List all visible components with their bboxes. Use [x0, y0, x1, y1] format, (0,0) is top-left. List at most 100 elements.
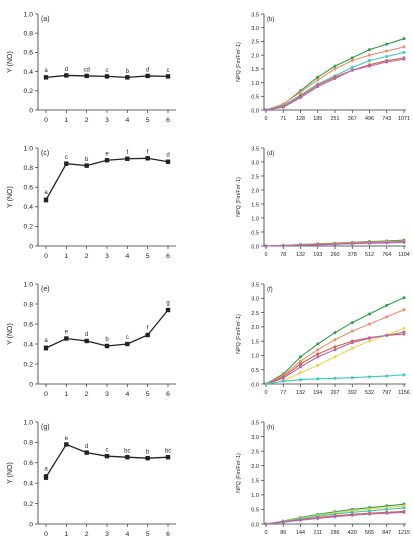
y-tick-label: 2.5 [251, 449, 259, 455]
y-tick-label: 0.6 [24, 460, 34, 467]
data-point [368, 512, 371, 516]
y-tick-label: 0.6 [24, 50, 34, 57]
data-point [385, 315, 389, 319]
series-0: a d cd c b d c [43, 67, 171, 80]
data-point [350, 56, 354, 60]
y-tick-label: 1.5 [251, 202, 259, 208]
data-point [368, 53, 371, 57]
x-tick-label: 1104 [398, 252, 410, 258]
x-tick-label: 2 [85, 253, 89, 260]
x-tick-label: 77 [280, 390, 286, 396]
data-point [299, 365, 302, 369]
data-point [104, 74, 110, 79]
x-tick-label: 71 [280, 116, 286, 122]
data-point [125, 75, 130, 80]
y-axis-label: NPQ (Fm/Fm'-1) [236, 42, 242, 82]
y-tick-label: 0.6 [24, 321, 34, 328]
x-tick-label: 1071 [398, 116, 410, 122]
data-point [281, 244, 285, 248]
y-tick-label: 3.5 [251, 282, 259, 288]
data-point [316, 348, 320, 352]
data-point [299, 378, 302, 382]
data-point [145, 156, 150, 161]
panel-label: (a) [41, 16, 50, 23]
data-point [299, 96, 302, 100]
data-point [402, 506, 406, 510]
data-point [333, 348, 337, 352]
data-point [264, 244, 268, 248]
y-tick-label: 0.5 [251, 508, 259, 514]
x-tick-label: 565 [365, 530, 374, 536]
series-0: a e d c bc b bc [43, 436, 171, 481]
data-point [316, 78, 320, 82]
panel-g: 0 0.2 0.4 0.6 0.8 1.0 0 1 2 3 4 5 6 (g) Y (NO) a e d c bc b b… [7, 419, 176, 538]
significance-letter: c [106, 448, 109, 454]
x-tick-label: 6 [166, 117, 170, 124]
data-point [264, 382, 268, 386]
data-point [165, 159, 171, 164]
y-tick-label: 2.0 [251, 325, 259, 331]
x-tick-label: 5 [146, 117, 150, 124]
x-tick-label: 367 [348, 116, 357, 122]
data-point [125, 156, 130, 161]
data-point [350, 376, 354, 380]
panel-label: (e) [41, 286, 50, 293]
panel-label: (f) [267, 287, 273, 293]
y-tick-label: 0.0 [251, 522, 259, 528]
y-tick-label: 1.0 [251, 354, 259, 360]
data-point [104, 343, 110, 349]
x-tick-label: 378 [348, 252, 357, 258]
x-tick-label: 2 [85, 391, 89, 398]
y-tick-label: 0.6 [24, 185, 34, 192]
x-tick-label: 194 [313, 390, 322, 396]
y-tick-label: 0 [29, 381, 33, 388]
data-point [316, 243, 320, 247]
data-point [43, 474, 49, 480]
x-tick-label: 260 [331, 252, 340, 258]
data-point [64, 336, 69, 341]
x-tick-label: 4 [125, 531, 129, 538]
significance-letter: d [85, 444, 88, 450]
y-tick-label: 1.0 [251, 81, 259, 87]
data-point [368, 336, 371, 340]
data-point [385, 303, 389, 307]
x-tick-label: 1 [64, 117, 68, 124]
x-tick-label: 3 [105, 117, 109, 124]
data-point [350, 242, 354, 246]
data-point [104, 453, 110, 459]
data-point [385, 241, 389, 245]
y-tick-label: 0 [29, 107, 33, 114]
x-tick-label: 132 [296, 390, 305, 396]
y-tick-label: 1.0 [24, 419, 34, 426]
x-tick-label: 193 [313, 252, 322, 258]
x-tick-label: 0 [44, 391, 48, 398]
data-point [316, 85, 320, 89]
x-tick-label: 185 [313, 116, 322, 122]
series-5 [264, 373, 406, 386]
significance-letter: a [44, 68, 48, 74]
y-tick-label: 1.0 [251, 216, 259, 222]
y-tick-label: 0.2 [24, 361, 34, 368]
y-tick-label: 3.0 [251, 435, 259, 441]
significance-letter: e [105, 152, 109, 158]
y-tick-label: 0.8 [24, 31, 34, 38]
y-tick-label: 0.4 [24, 69, 34, 76]
data-point [316, 75, 320, 79]
data-point [281, 376, 285, 380]
x-tick-label: 0 [44, 531, 48, 538]
y-tick-label: 3.0 [251, 160, 259, 166]
data-point [165, 74, 171, 79]
significance-letter: f [126, 150, 128, 156]
significance-letter: b [126, 69, 130, 75]
data-point [402, 240, 406, 244]
data-point [84, 450, 89, 455]
data-point [333, 331, 337, 335]
data-point [84, 73, 89, 79]
x-tick-label: 5 [146, 391, 150, 398]
x-tick-label: 0 [265, 530, 268, 536]
data-point [385, 49, 389, 53]
y-tick-label: 1.0 [24, 281, 34, 288]
data-point [333, 67, 337, 71]
panel-a: 0 0.2 0.4 0.6 0.8 1.0 0 1 2 3 4 5 6 (a) Y (NO) a d cd c b d c [7, 11, 176, 124]
data-point [402, 57, 406, 61]
